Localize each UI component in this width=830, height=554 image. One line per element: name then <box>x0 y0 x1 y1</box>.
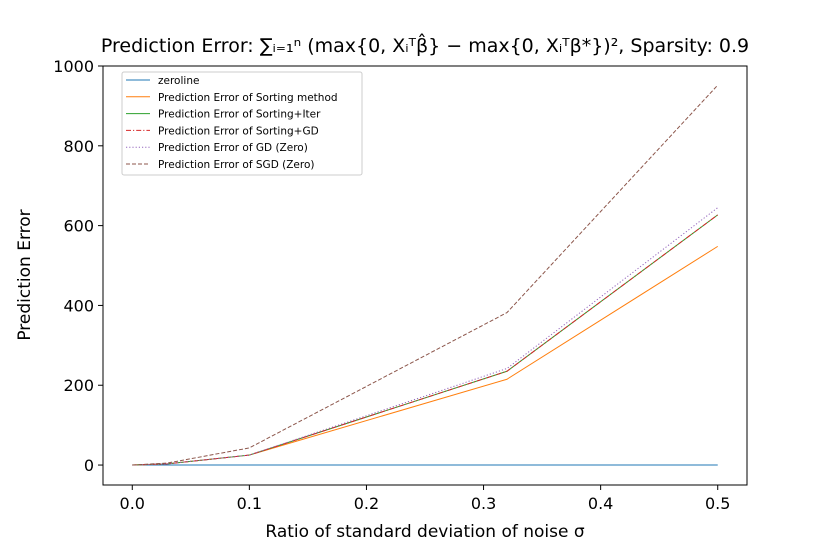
y-axis-ticks: 0 200 400 600 800 1000 <box>53 57 103 475</box>
series-line-2 <box>132 214 719 466</box>
series-line-3 <box>132 214 719 466</box>
y-axis-label: Prediction Error <box>15 209 35 340</box>
series-line-5 <box>132 84 719 466</box>
y-tick-label: 400 <box>63 296 94 315</box>
x-tick-label: 0.3 <box>471 494 496 513</box>
legend-entry: Prediction Error of Sorting+Iter <box>158 109 321 121</box>
legend: zeroline Prediction Error of Sorting meth… <box>121 71 363 176</box>
x-tick-label: 0.1 <box>237 494 262 513</box>
x-tick-label: 0.5 <box>705 494 730 513</box>
x-axis-ticks: 0.0 0.1 0.2 0.3 0.4 0.5 <box>120 485 730 513</box>
y-tick-label: 1000 <box>53 57 94 76</box>
series-layer <box>132 84 719 466</box>
x-tick-label: 0.2 <box>354 494 379 513</box>
legend-entry: Prediction Error of Sorting+GD <box>158 125 319 137</box>
x-axis-label: Ratio of standard deviation of noise σ <box>265 522 584 542</box>
legend-box <box>121 71 363 176</box>
legend-entry: zeroline <box>158 75 199 87</box>
series-line-4 <box>132 207 719 466</box>
y-tick-label: 800 <box>63 137 94 156</box>
legend-entry: Prediction Error of GD (Zero) <box>158 142 308 154</box>
plot-frame <box>102 65 748 486</box>
y-tick-label: 200 <box>63 376 94 395</box>
x-tick-label: 0.4 <box>588 494 613 513</box>
legend-entry: Prediction Error of SGD (Zero) <box>158 159 314 171</box>
series-line-1 <box>132 245 718 466</box>
y-tick-label: 600 <box>63 217 94 236</box>
x-tick-label: 0.0 <box>120 494 145 513</box>
y-tick-label: 0 <box>84 456 94 475</box>
chart-title: Prediction Error: ∑ᵢ₌₁ⁿ (max{0, Xᵢᵀβ̂} −… <box>101 33 749 57</box>
legend-entry: Prediction Error of Sorting method <box>158 92 338 104</box>
